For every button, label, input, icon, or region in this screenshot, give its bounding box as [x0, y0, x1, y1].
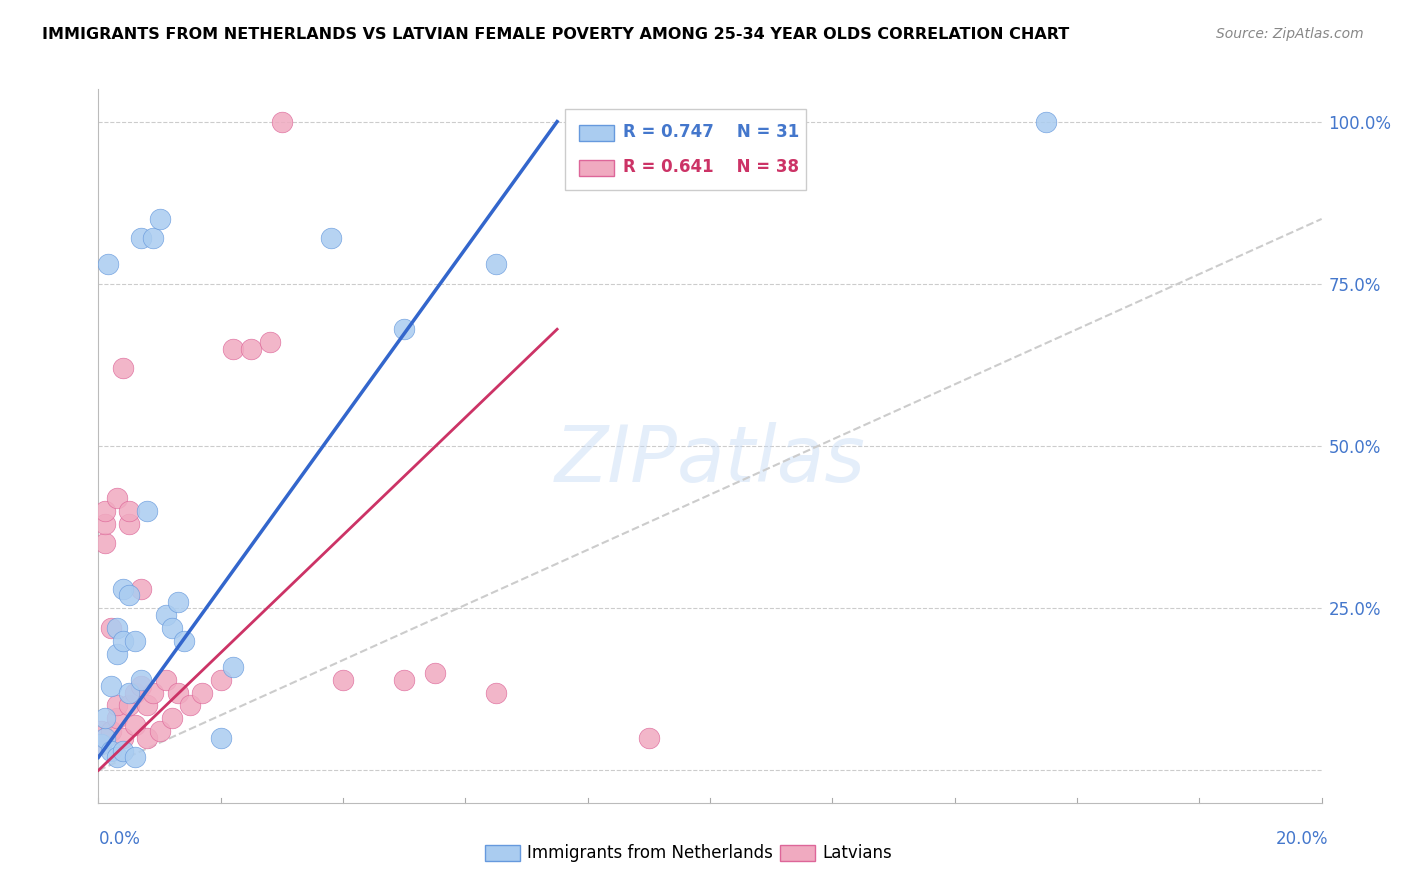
Point — [105, 711, 128, 725]
Point — [124, 718, 146, 732]
Point — [136, 504, 159, 518]
Point — [105, 491, 128, 505]
Point — [118, 685, 141, 699]
Text: 0.0%: 0.0% — [98, 830, 141, 847]
Point — [129, 673, 152, 687]
Point — [485, 257, 508, 271]
Point — [209, 673, 232, 687]
Point — [155, 673, 177, 687]
Text: Source: ZipAtlas.com: Source: ZipAtlas.com — [1216, 27, 1364, 41]
Point — [105, 698, 128, 713]
Point — [136, 698, 159, 713]
Point — [105, 647, 128, 661]
Point — [173, 633, 195, 648]
Point — [129, 679, 152, 693]
Point — [142, 231, 165, 245]
Point — [259, 335, 281, 350]
Text: ZIPatlas: ZIPatlas — [554, 422, 866, 499]
Point — [392, 673, 416, 687]
Point — [222, 659, 245, 673]
Point — [155, 607, 177, 622]
Point — [392, 322, 416, 336]
Text: Latvians: Latvians — [823, 844, 893, 862]
Point — [105, 621, 128, 635]
Point — [93, 711, 115, 725]
Point — [93, 516, 115, 531]
Point — [111, 744, 134, 758]
Point — [93, 536, 115, 550]
Point — [111, 633, 134, 648]
Point — [191, 685, 214, 699]
Point — [142, 685, 165, 699]
Text: 20.0%: 20.0% — [1277, 830, 1329, 847]
Point — [111, 731, 134, 745]
Point — [124, 750, 146, 764]
Point — [209, 731, 232, 745]
Point — [111, 361, 134, 376]
Point — [118, 588, 141, 602]
Point — [124, 633, 146, 648]
Point — [637, 731, 661, 745]
Point — [93, 504, 115, 518]
Point — [89, 738, 111, 752]
Point — [90, 738, 112, 752]
Point — [129, 582, 152, 596]
Point — [1035, 114, 1057, 128]
Text: Immigrants from Netherlands: Immigrants from Netherlands — [527, 844, 773, 862]
Point — [136, 731, 159, 745]
Point — [93, 731, 115, 745]
Point — [160, 711, 183, 725]
Point — [423, 666, 446, 681]
Point — [149, 211, 172, 226]
Point — [485, 685, 508, 699]
Text: IMMIGRANTS FROM NETHERLANDS VS LATVIAN FEMALE POVERTY AMONG 25-34 YEAR OLDS CORR: IMMIGRANTS FROM NETHERLANDS VS LATVIAN F… — [42, 27, 1070, 42]
Point — [319, 231, 342, 245]
Point — [111, 582, 134, 596]
Point — [124, 685, 146, 699]
Point — [160, 621, 183, 635]
Text: R = 0.747    N = 31: R = 0.747 N = 31 — [623, 123, 799, 141]
Point — [240, 342, 263, 356]
Point — [100, 679, 122, 693]
Point — [167, 595, 190, 609]
Point — [222, 342, 245, 356]
Point — [118, 698, 141, 713]
Text: R = 0.641    N = 38: R = 0.641 N = 38 — [623, 158, 799, 176]
Point — [149, 724, 172, 739]
Point — [129, 231, 152, 245]
Point — [100, 621, 122, 635]
Point — [118, 504, 141, 518]
Point — [100, 744, 122, 758]
Point — [179, 698, 201, 713]
Point — [90, 724, 112, 739]
Point — [100, 724, 122, 739]
Point — [270, 114, 292, 128]
Point — [118, 516, 141, 531]
Point — [167, 685, 190, 699]
Point — [105, 750, 128, 764]
Point — [332, 673, 354, 687]
Point — [97, 257, 120, 271]
